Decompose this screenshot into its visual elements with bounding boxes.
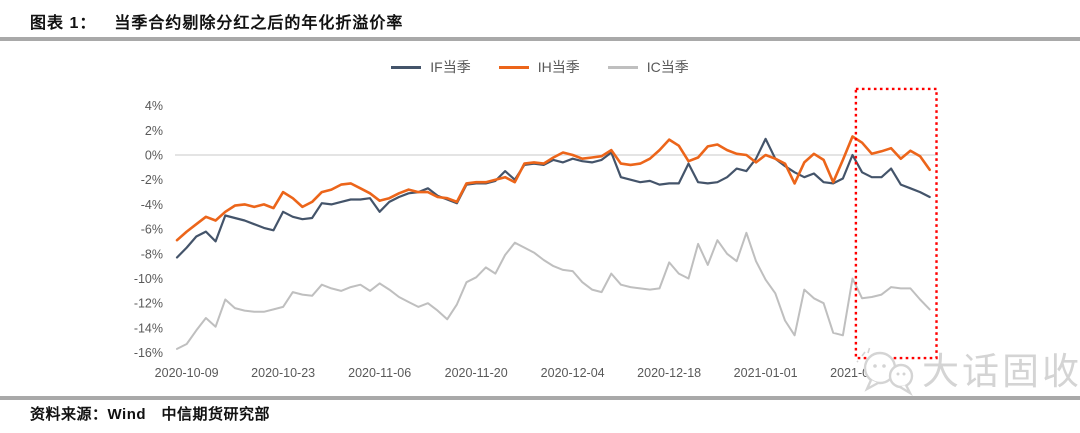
highlight-dotted-box (854, 87, 938, 360)
series-line-IC当季 (176, 231, 931, 350)
chart-legend: IF当季 IH当季 IC当季 (0, 57, 1080, 77)
legend-label-ih: IH当季 (537, 59, 580, 75)
ih-line-swatch (498, 65, 529, 69)
y-axis-tick-label: 0% (145, 149, 163, 163)
x-axis-tick-label: 2020-12-04 (541, 366, 605, 380)
source-line: 资料来源：Wind 中信期货研究部 (30, 406, 271, 423)
y-axis-tick-label: 2% (145, 124, 163, 138)
x-axis-tick-label: 2020-10-09 (155, 366, 219, 380)
series-line-IF当季 (175, 137, 931, 259)
x-axis-tick-label: 2020-10-23 (251, 366, 315, 380)
legend-item-if: IF当季 (391, 57, 471, 77)
y-axis-tick-label: -2% (141, 173, 163, 187)
y-axis-tick-label: -12% (134, 297, 163, 311)
x-axis-tick-label: 2020-12-18 (637, 366, 701, 380)
y-axis-tick-label: -6% (141, 223, 163, 237)
ic-line-swatch (607, 65, 638, 69)
y-axis-tick-label: -8% (141, 247, 163, 261)
chat-bubbles-icon (856, 347, 914, 397)
figure-label: 图表 1： (30, 15, 97, 32)
x-axis-tick-label: 2020-11-06 (348, 366, 411, 380)
figure-title-row: 图表 1： 当季合约剔除分红之后的年化折溢价率 (30, 9, 403, 33)
legend-item-ic: IC当季 (607, 57, 689, 77)
legend-label-if: IF当季 (430, 59, 471, 75)
x-axis-tick-label: 2020-11-20 (445, 366, 508, 380)
x-axis-tick-label: 2021-01-01 (734, 366, 798, 380)
y-axis-tick-label: -16% (134, 346, 163, 360)
bottom-divider (0, 396, 1080, 400)
watermark: 大话固收 (856, 346, 1080, 400)
legend-item-ih: IH当季 (498, 57, 580, 77)
legend-label-ic: IC当季 (646, 59, 689, 75)
y-axis-tick-label: 4% (145, 99, 163, 113)
watermark-text: 大话固收 (922, 351, 1080, 392)
y-axis-tick-label: -14% (134, 321, 163, 335)
series-line-IH当季 (175, 135, 932, 242)
y-axis-tick-label: -4% (141, 198, 163, 212)
figure-title: 当季合约剔除分红之后的年化折溢价率 (114, 15, 404, 32)
top-divider (0, 37, 1080, 41)
y-axis-tick-label: -10% (134, 272, 163, 286)
if-line-swatch (391, 65, 422, 69)
